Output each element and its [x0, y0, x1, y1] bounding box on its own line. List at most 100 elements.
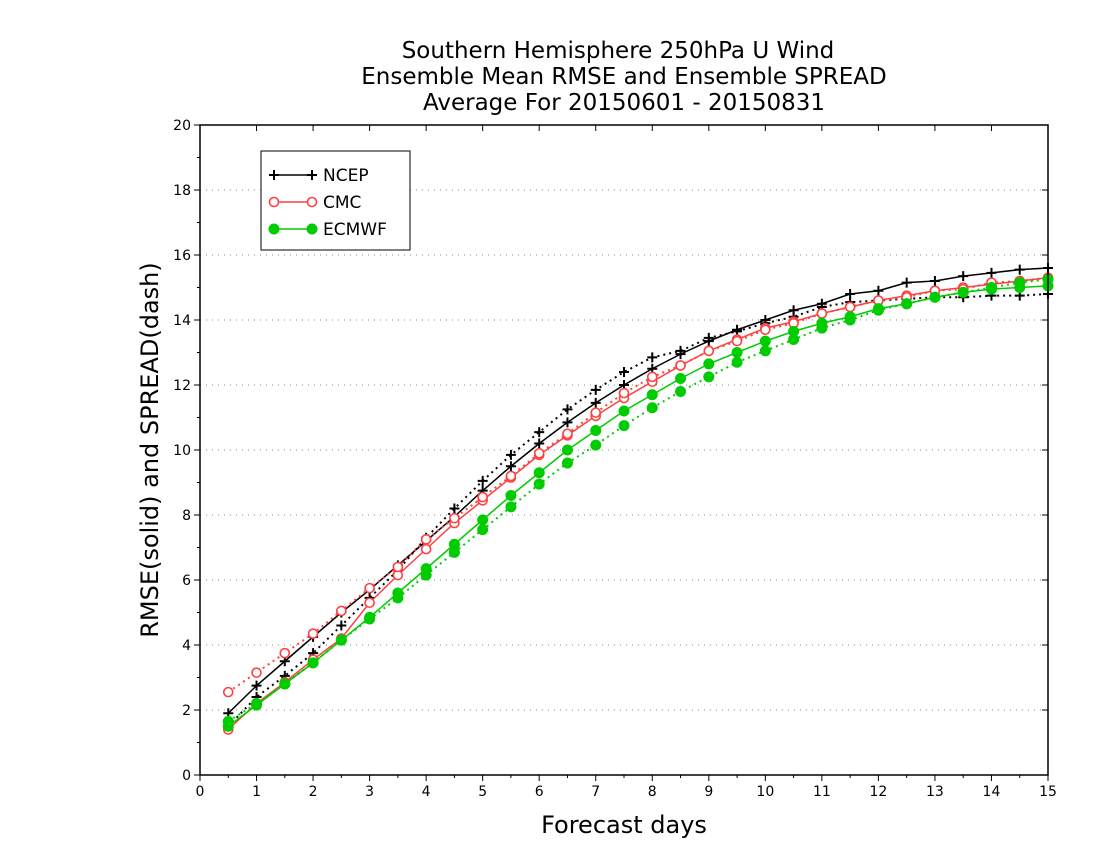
legend-marker-cmc [268, 196, 280, 208]
x-axis-label: Forecast days [541, 811, 707, 839]
ecmwf-rmse-point [505, 490, 517, 501]
cmc-spread-point [646, 371, 658, 383]
cmc-spread-point [420, 534, 432, 545]
x-tick-label: 0 [196, 784, 205, 800]
ecmwf-spread-point [533, 478, 545, 490]
cmc-spread-point [844, 301, 856, 313]
ecmwf-spread-line [227, 278, 1049, 723]
cmc-spread-point [392, 561, 404, 573]
series-ncep-spread [223, 289, 1053, 732]
y-tick-label: 16 [173, 248, 191, 264]
ecmwf-spread-point [957, 286, 969, 298]
ecmwf-spread-point [251, 698, 263, 709]
ecmwf-spread-point [335, 634, 347, 646]
x-tick-label: 5 [478, 784, 487, 800]
ecmwf-spread-point [505, 501, 517, 513]
ncep-spread-point [675, 345, 686, 356]
legend-label-ecmwf: ECMWF [323, 220, 387, 240]
ecmwf-spread-point [759, 345, 771, 357]
x-tick-label: 15 [1039, 784, 1057, 800]
ecmwf-spread-point [675, 386, 687, 397]
ecmwf-rmse-point [561, 444, 573, 456]
cmc-spread-point [222, 686, 234, 698]
x-tick-label: 9 [704, 784, 713, 800]
cmc-spread-point [251, 667, 262, 678]
ncep-rmse-point [562, 417, 573, 428]
x-tick-label: 13 [926, 784, 944, 800]
y-tick-label: 2 [182, 703, 191, 719]
y-tick-label: 0 [182, 768, 191, 784]
ncep-spread-point [336, 620, 347, 631]
y-tick-label: 10 [173, 443, 191, 459]
series-layer [222, 263, 1054, 735]
y-axis-label: RMSE(solid) and SPREAD(dash) [136, 262, 164, 638]
ncep-rmse-point [873, 285, 884, 296]
cmc-spread-point [731, 335, 743, 347]
ecmwf-spread-point [222, 715, 234, 727]
grid [200, 189, 1048, 711]
cmc-spread-point [590, 407, 602, 418]
legend-item-ecmwf: ECMWF [268, 220, 387, 240]
chart-title-line-2: Ensemble Mean RMSE and Ensemble SPREAD [361, 64, 886, 90]
ncep-spread-line [227, 293, 1049, 727]
ecmwf-spread-point [420, 569, 432, 581]
legend-marker-ecmwf [268, 223, 280, 235]
y-tick-label: 14 [173, 313, 191, 329]
cmc-spread-point [505, 470, 517, 482]
legend-label-cmc: CMC [323, 193, 361, 213]
ecmwf-spread-point [1014, 277, 1026, 289]
chart-title: Southern Hemisphere 250hPa U Wind Ensemb… [361, 38, 886, 116]
ncep-rmse-line [227, 267, 1049, 714]
ecmwf-rmse-point [759, 335, 771, 347]
ecmwf-rmse-point [675, 373, 687, 384]
ecmwf-rmse-point [646, 389, 658, 401]
x-tick-label: 7 [591, 784, 600, 800]
ecmwf-spread-point [985, 282, 997, 293]
cmc-rmse-point [420, 543, 432, 555]
cmc-spread-point [336, 605, 347, 617]
ecmwf-spread-point [646, 402, 658, 414]
ncep-rmse-point [251, 680, 262, 691]
cmc-spread-point [618, 387, 630, 399]
series-ncep-rmse [223, 263, 1053, 719]
ncep-rmse-point [534, 438, 545, 449]
ecmwf-spread-point [844, 314, 856, 326]
y-tick-label: 20 [173, 118, 191, 134]
ecmwf-spread-point [477, 524, 489, 536]
x-tick-label: 14 [983, 784, 1001, 800]
x-tick-label: 3 [365, 784, 374, 800]
cmc-spread-point [760, 324, 771, 336]
ncep-rmse-point [590, 397, 601, 408]
x-tick-label: 8 [648, 784, 657, 800]
ecmwf-spread-point [590, 439, 602, 451]
ncep-rmse-point [1014, 264, 1025, 275]
y-tick-label: 18 [173, 183, 191, 199]
x-tick-label: 12 [869, 784, 887, 800]
ncep-spread-point [505, 449, 516, 460]
ecmwf-spread-point [731, 356, 743, 368]
cmc-spread-point [307, 628, 319, 639]
ecmwf-spread-point [703, 371, 715, 383]
cmc-spread-point [703, 345, 715, 357]
ecmwf-spread-point [364, 613, 376, 625]
x-tick-label: 4 [422, 784, 431, 800]
x-tick-label: 10 [756, 784, 774, 800]
series-ecmwf-spread [222, 273, 1054, 727]
legend-marker-ecmwf [306, 223, 318, 235]
cmc-spread-point [449, 512, 460, 524]
ncep-spread-point [590, 384, 601, 395]
ecmwf-spread-point [392, 592, 404, 604]
ecmwf-spread-point [816, 322, 828, 334]
ecmwf-spread-point [561, 457, 573, 469]
ecmwf-spread-point [448, 546, 460, 558]
legend-marker-ncep [269, 170, 279, 180]
ecmwf-rmse-point [590, 425, 602, 436]
y-tick-label: 12 [173, 378, 191, 394]
ncep-spread-point [562, 404, 573, 415]
cmc-spread-point [562, 428, 573, 440]
legend-item-cmc: CMC [268, 193, 361, 213]
cmc-spread-line [227, 276, 1049, 693]
legend-box [260, 150, 411, 251]
